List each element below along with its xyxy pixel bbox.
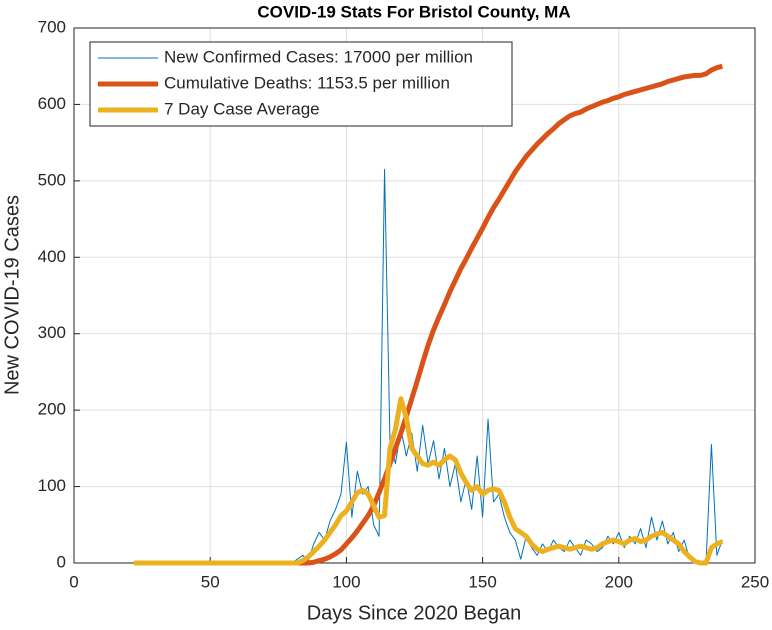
y-tick-label: 500 [38,170,66,189]
series-line [133,396,724,566]
y-tick-label: 100 [38,476,66,495]
x-tick-label: 0 [69,572,78,591]
x-tick-label: 100 [332,572,360,591]
x-tick-label: 250 [741,572,769,591]
x-tick-label: 150 [468,572,496,591]
y-axis-label: New COVID-19 Cases [1,195,23,395]
y-tick-label: 400 [38,247,66,266]
x-tick-label: 200 [605,572,633,591]
x-tick-label: 50 [201,572,220,591]
legend: New Confirmed Cases: 17000 per million Cu… [89,41,513,127]
plot-frame [73,27,756,564]
series-line [133,168,723,564]
legend-label: Cumulative Deaths: 1153.5 per million [164,73,450,92]
y-tick-label: 300 [38,323,66,342]
legend-label: New Confirmed Cases: 17000 per million [164,47,473,66]
x-axis-label: Days Since 2020 Began [307,602,522,624]
legend-box [89,41,513,127]
series-line [133,63,723,566]
y-tick-label: 200 [38,400,66,419]
y-tick-label: 0 [57,552,66,571]
legend-label: 7 Day Case Average [164,99,320,118]
y-tick-label: 600 [38,94,66,113]
y-tick-label: 700 [38,17,66,36]
chart-title: COVID-19 Stats For Bristol County, MA [257,2,570,21]
